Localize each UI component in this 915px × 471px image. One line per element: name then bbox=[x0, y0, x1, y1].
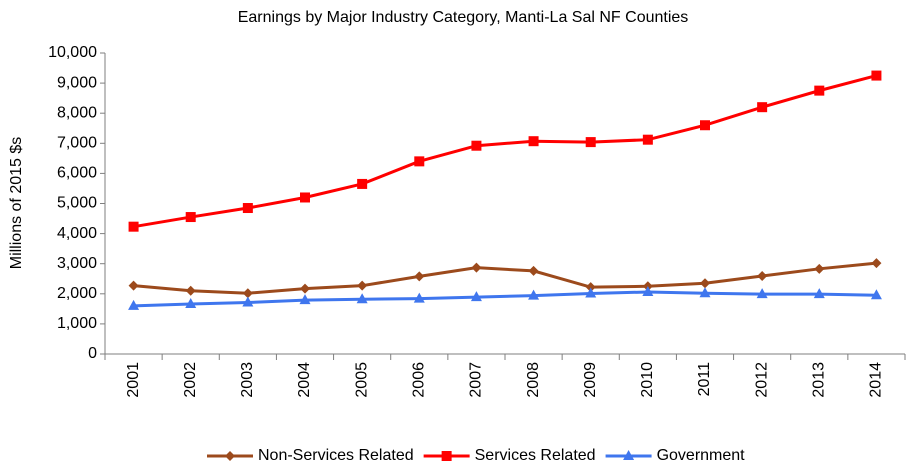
y-tick-label: 5,000 bbox=[57, 195, 97, 212]
marker bbox=[700, 278, 710, 289]
y-tick-label: 1,000 bbox=[57, 315, 97, 332]
marker bbox=[185, 298, 197, 309]
marker bbox=[528, 136, 539, 147]
marker bbox=[128, 221, 139, 232]
marker bbox=[128, 299, 140, 310]
marker bbox=[413, 292, 425, 303]
marker bbox=[299, 294, 311, 305]
x-tick-label: 2012 bbox=[753, 362, 770, 398]
marker bbox=[185, 285, 196, 296]
marker bbox=[757, 102, 768, 113]
y-tick-label: 0 bbox=[88, 345, 97, 362]
marker bbox=[225, 451, 235, 461]
x-tick-label: 2001 bbox=[125, 362, 142, 398]
marker bbox=[756, 288, 768, 299]
x-tick-label: 2004 bbox=[296, 362, 313, 398]
marker bbox=[414, 156, 425, 167]
marker bbox=[814, 263, 825, 274]
y-tick-label: 8,000 bbox=[57, 104, 97, 121]
x-tick-label: 2010 bbox=[639, 362, 656, 398]
marker bbox=[441, 451, 452, 461]
marker bbox=[242, 288, 253, 299]
marker bbox=[528, 289, 540, 300]
y-axis-label: Millions of 2015 $s bbox=[8, 137, 25, 270]
x-tick-label: 2014 bbox=[868, 362, 885, 398]
marker bbox=[471, 262, 482, 273]
marker bbox=[871, 258, 882, 269]
marker bbox=[814, 85, 825, 96]
chart-title: Earnings by Major Industry Category, Man… bbox=[238, 9, 689, 26]
x-tick-label: 2013 bbox=[811, 362, 828, 398]
marker bbox=[699, 287, 711, 298]
y-tick-label: 3,000 bbox=[57, 255, 97, 272]
y-tick-label: 2,000 bbox=[57, 285, 97, 302]
x-tick-label: 2007 bbox=[468, 362, 485, 398]
marker bbox=[813, 288, 825, 299]
y-tick-label: 9,000 bbox=[57, 74, 97, 91]
legend-label: Non-Services Related bbox=[258, 447, 414, 464]
marker bbox=[870, 289, 882, 300]
marker bbox=[357, 280, 368, 291]
marker bbox=[757, 271, 768, 282]
marker bbox=[242, 203, 253, 214]
marker bbox=[357, 178, 368, 189]
marker bbox=[300, 283, 310, 294]
series-line bbox=[133, 290, 877, 308]
marker bbox=[356, 293, 368, 304]
x-tick-label: 2009 bbox=[582, 362, 599, 398]
marker bbox=[623, 450, 635, 460]
marker bbox=[414, 271, 425, 282]
marker bbox=[528, 265, 539, 276]
x-tick-label: 2002 bbox=[182, 362, 199, 398]
marker bbox=[185, 212, 196, 223]
legend-label: Government bbox=[657, 447, 746, 464]
series-line bbox=[133, 74, 877, 229]
x-tick-label: 2006 bbox=[411, 362, 428, 398]
y-tick-label: 4,000 bbox=[57, 225, 97, 242]
x-tick-label: 2011 bbox=[696, 362, 713, 397]
marker bbox=[700, 120, 710, 131]
marker bbox=[585, 282, 596, 293]
legend-label: Services Related bbox=[475, 447, 596, 464]
marker bbox=[585, 287, 597, 298]
x-tick-label: 2008 bbox=[525, 362, 542, 398]
x-tick-label: 2003 bbox=[239, 362, 256, 398]
marker bbox=[585, 137, 596, 148]
series-line bbox=[133, 261, 877, 295]
marker bbox=[300, 192, 310, 203]
y-tick-label: 10,000 bbox=[48, 44, 97, 61]
marker bbox=[871, 70, 882, 81]
marker bbox=[642, 285, 654, 296]
marker bbox=[642, 134, 653, 145]
marker bbox=[470, 291, 482, 302]
x-tick-label: 2005 bbox=[353, 362, 370, 398]
y-tick-label: 6,000 bbox=[57, 165, 97, 182]
marker bbox=[242, 296, 254, 307]
marker bbox=[471, 140, 482, 151]
marker bbox=[128, 280, 139, 291]
y-tick-label: 7,000 bbox=[57, 135, 97, 152]
